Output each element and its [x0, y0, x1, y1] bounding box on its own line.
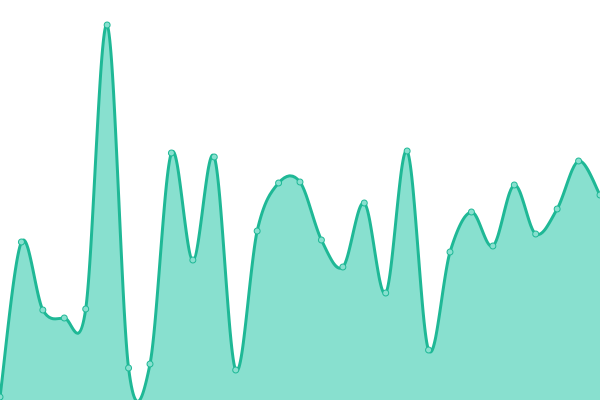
- point: [510, 181, 518, 189]
- point: [189, 256, 197, 264]
- point: [467, 208, 475, 216]
- point: [103, 21, 111, 29]
- point: [167, 149, 175, 157]
- point: [0, 393, 4, 400]
- point: [339, 263, 347, 271]
- point: [60, 314, 68, 322]
- point: [39, 306, 47, 314]
- point: [232, 366, 240, 374]
- point: [489, 242, 497, 250]
- point: [125, 364, 133, 372]
- point: [360, 199, 368, 207]
- point: [146, 360, 154, 368]
- point: [275, 179, 283, 187]
- point: [317, 236, 325, 244]
- point: [532, 230, 540, 238]
- point: [403, 147, 411, 155]
- point: [210, 153, 218, 161]
- point: [296, 178, 304, 186]
- area-fill: [0, 24, 600, 400]
- point: [425, 346, 433, 354]
- point: [17, 238, 25, 246]
- point: [596, 191, 600, 199]
- point: [253, 227, 261, 235]
- point: [446, 248, 454, 256]
- point: [575, 157, 583, 165]
- point: [382, 289, 390, 297]
- point: [553, 205, 561, 213]
- point: [82, 305, 90, 313]
